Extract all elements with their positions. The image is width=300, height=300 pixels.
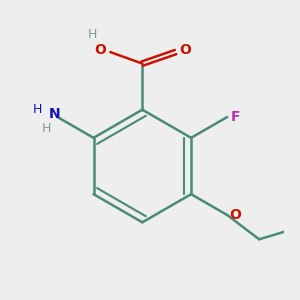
Text: O: O — [230, 208, 242, 222]
Text: O: O — [179, 43, 191, 56]
Text: N: N — [49, 107, 61, 122]
Text: H: H — [32, 103, 42, 116]
Text: H: H — [88, 28, 97, 40]
Text: O: O — [94, 43, 106, 56]
Text: H: H — [41, 122, 51, 135]
Text: F: F — [231, 110, 241, 124]
